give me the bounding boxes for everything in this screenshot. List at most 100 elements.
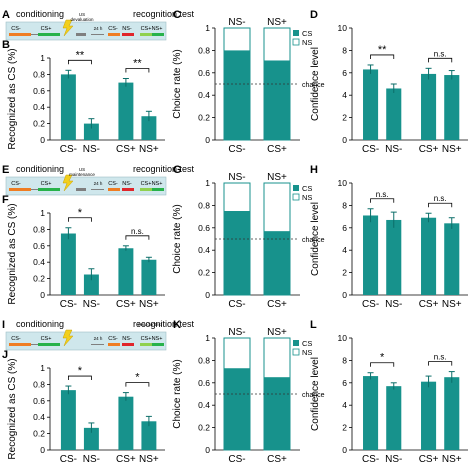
- panel-letter-i: I: [2, 319, 5, 331]
- timeline-band: [152, 33, 164, 36]
- significance-label: n.s.: [434, 194, 447, 203]
- y-tick-label: 8: [342, 200, 347, 210]
- legend-label: NS: [302, 348, 312, 357]
- panel-letter-d: D: [310, 9, 318, 21]
- bar: [60, 233, 76, 295]
- significance-label: n.s.: [434, 353, 447, 362]
- chance-label: chance: [302, 82, 325, 89]
- bar: [363, 215, 379, 295]
- significance-bracket: [68, 217, 92, 222]
- timeline-band: [152, 188, 164, 191]
- x-tick-label: NS-: [83, 299, 100, 310]
- y-tick-label: 0: [40, 135, 45, 145]
- timeline-conditioning-label: conditioning: [16, 319, 64, 329]
- significance-label: n.s.: [434, 49, 447, 58]
- y-axis-label: Recognized as CS (%): [7, 203, 18, 304]
- significance-label: n.s.: [131, 227, 144, 236]
- timeline-band: [108, 33, 120, 36]
- x-tick-label: CS+: [267, 299, 287, 310]
- chart-panel-c: 0 0.2 0.4 0.6 0.8 1 Choice rate (%) CS- NS- CS+ NS…: [172, 17, 325, 155]
- y-tick-label: 0.8: [33, 69, 45, 79]
- y-tick-label: 0.6: [198, 378, 210, 388]
- timeline-band: [38, 343, 60, 346]
- legend-swatch-cs: [293, 185, 299, 191]
- legend-swatch-cs: [293, 30, 299, 36]
- timeline-gap: [31, 34, 38, 35]
- chart-panel-f: 0 0.2 0.4 0.6 0.8 1 Recognized as CS (%) CS- NS-…: [7, 203, 165, 310]
- y-tick-label: 0: [205, 445, 210, 455]
- significance-bracket: [68, 375, 92, 381]
- us-manipulation-band: [76, 188, 86, 191]
- significance-bracket: [428, 202, 453, 208]
- timeline-band-label: CS-: [11, 181, 21, 187]
- x-tick-label: CS+: [116, 454, 136, 465]
- x-tick-label: CS+: [267, 144, 287, 155]
- timeline-recognition-test-label: recognition test: [133, 164, 195, 174]
- top-label: NS-: [228, 172, 245, 183]
- panel-letter-b: B: [2, 39, 10, 51]
- timeline-band-label: CS+: [141, 26, 152, 32]
- timeline-schematic: conditioning recognition test USdevaluatio…: [5, 9, 195, 41]
- significance-bracket: [370, 54, 395, 59]
- timeline-band-label: CS+: [141, 336, 152, 342]
- y-tick-label: 0.4: [33, 412, 45, 422]
- bar: [118, 396, 134, 450]
- y-tick-label: 0.4: [198, 245, 210, 255]
- significance-label: *: [380, 352, 385, 364]
- bar: [386, 386, 402, 450]
- legend-swatch-ns: [292, 348, 300, 356]
- x-tick-label: NS-: [83, 454, 100, 465]
- timeline-band: [122, 33, 134, 36]
- significance-label: **: [76, 49, 85, 61]
- chart-panel-l: 0 2 4 6 8 10 Confidence level CS- NS- CS+ NS+ * n.s.: [310, 333, 468, 465]
- y-tick-label: 8: [342, 355, 347, 365]
- bar: [83, 427, 99, 450]
- significance-bracket: [370, 198, 395, 203]
- stacked-bar-cs: [224, 211, 250, 295]
- y-tick-label: 0: [40, 445, 45, 455]
- y-tick-label: 4: [342, 245, 347, 255]
- y-tick-label: 0.2: [33, 429, 45, 439]
- y-tick-label: 0: [205, 290, 210, 300]
- us-manipulation-label: maintenance: [69, 172, 95, 177]
- lightning-bolt-icon: [62, 19, 74, 37]
- bar: [83, 123, 99, 140]
- bar: [60, 74, 76, 140]
- y-tick-label: 0.4: [198, 400, 210, 410]
- timeline-band: [9, 343, 31, 346]
- y-tick-label: 4: [342, 90, 347, 100]
- x-tick-label: CS-: [362, 299, 379, 310]
- y-tick-label: 10: [338, 23, 348, 33]
- panel-letter-h: H: [310, 164, 318, 176]
- y-tick-label: 0.6: [33, 86, 45, 96]
- stacked-bar-cs: [264, 377, 290, 450]
- panel-letter-j: J: [2, 349, 8, 361]
- y-axis-label: Confidence level: [310, 357, 321, 431]
- y-tick-label: 0.8: [198, 200, 210, 210]
- us-manipulation-label: devaluation: [70, 17, 94, 22]
- timeline-band-label: CS-: [108, 336, 118, 342]
- bar: [444, 377, 460, 450]
- y-tick-label: 1: [205, 333, 210, 343]
- chart-panel-j: 0 0.2 0.4 0.6 0.8 1 Recognized as CS (%) CS- NS-…: [7, 358, 165, 465]
- y-tick-label: 0: [342, 290, 347, 300]
- bar: [141, 421, 157, 450]
- top-label: NS+: [267, 172, 287, 183]
- y-axis-label: Recognized as CS (%): [7, 358, 18, 459]
- legend-swatch-ns: [292, 38, 300, 46]
- timeline-band-label: NS-: [122, 336, 132, 342]
- significance-bracket: [125, 68, 150, 73]
- timeline-band: [108, 188, 120, 191]
- y-axis-label: Choice rate (%): [172, 359, 183, 428]
- timeline-recognition-test-label: recognition test: [133, 319, 195, 329]
- timeline-band: [140, 343, 152, 346]
- y-tick-label: 4: [342, 400, 347, 410]
- x-tick-label: NS-: [83, 144, 100, 155]
- y-axis-label: Confidence level: [310, 202, 321, 276]
- timeline-band-label: CS-: [108, 26, 118, 32]
- bar: [60, 390, 76, 450]
- x-tick-label: CS-: [228, 454, 245, 465]
- top-label: NS+: [267, 17, 287, 28]
- timeline-band: [152, 343, 164, 346]
